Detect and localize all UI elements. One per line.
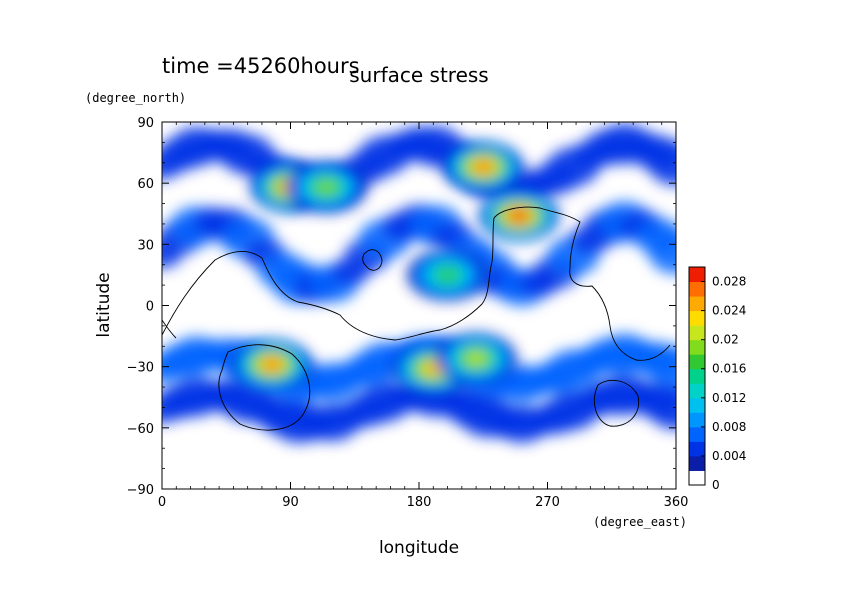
coastline-island xyxy=(594,379,640,427)
colorbar-swatch xyxy=(689,397,705,413)
hotspot-ring xyxy=(438,268,457,281)
chart-title: surface stress xyxy=(349,63,488,87)
y-tick-label: −60 xyxy=(127,422,154,437)
colorbar-tick-label: 0.016 xyxy=(712,362,746,376)
colorbar-tick-label: 0.004 xyxy=(712,449,746,463)
coastline-island-west xyxy=(162,319,177,339)
y-tick-label: −30 xyxy=(127,361,154,376)
stress-field xyxy=(162,123,676,444)
hotspot-ring xyxy=(511,210,527,221)
hotspot-ring xyxy=(264,359,280,370)
field-cell xyxy=(648,143,676,186)
colorbar-swatch xyxy=(689,412,705,428)
x-tick-label: 360 xyxy=(664,495,689,510)
colorbar-tick-label: 0.008 xyxy=(712,420,746,434)
x-tick-label: 270 xyxy=(535,495,560,510)
time-label: time =45260hours xyxy=(162,54,360,78)
colorbar-swatch xyxy=(689,296,705,312)
coastline-africa xyxy=(162,206,671,361)
colorbar-swatch xyxy=(689,325,705,341)
colorbar-swatch xyxy=(689,470,705,486)
hotspot-ring xyxy=(467,353,485,364)
hotspot-ring xyxy=(475,161,491,172)
colorbar-swatch xyxy=(689,267,705,283)
colorbar-tick-label: 0.012 xyxy=(712,391,746,405)
axes: 0 90 180 270 360 90 60 30 0 −30 −60 −90 xyxy=(127,116,689,510)
coastline-south-america xyxy=(218,344,311,431)
y-axis-label: latitude xyxy=(94,272,114,337)
hotspot-ring xyxy=(317,181,336,193)
coastlines xyxy=(162,206,671,431)
hotspot-ring xyxy=(425,363,442,374)
x-tick-label: 90 xyxy=(282,495,299,510)
colorbar-tick-label: 0 xyxy=(712,478,720,492)
colorbar-swatch xyxy=(689,339,705,355)
colorbar-swatch xyxy=(689,455,705,471)
colorbar-swatch xyxy=(689,383,705,399)
x-tick-label: 180 xyxy=(407,495,432,510)
colorbar-tick-label: 0.028 xyxy=(712,275,746,289)
coastline-lake xyxy=(362,249,383,271)
colorbar-swatch xyxy=(689,310,705,326)
x-unit-label: (degree_east) xyxy=(593,515,687,529)
y-tick-label: 60 xyxy=(137,177,154,192)
colorbar-swatch xyxy=(689,368,705,384)
y-tick-label: −90 xyxy=(127,483,154,498)
colorbar: 0.028 0.024 0.02 0.016 0.012 0.008 0.004 0 xyxy=(688,266,746,492)
y-tick-label: 90 xyxy=(137,116,154,131)
y-tick-label: 30 xyxy=(137,238,154,253)
x-tick-label: 0 xyxy=(158,495,166,510)
colorbar-swatch xyxy=(689,354,705,370)
colorbar-frame xyxy=(688,266,706,486)
field-cell xyxy=(648,231,676,274)
colorbar-swatch xyxy=(689,426,705,442)
colorbar-tick-label: 0.02 xyxy=(712,333,739,347)
colorbar-tick-label: 0.024 xyxy=(712,304,746,318)
y-unit-label: (degree_north) xyxy=(85,91,186,105)
colorbar-swatch xyxy=(689,281,705,297)
y-tick-label: 0 xyxy=(146,300,154,315)
x-axis-label: longitude xyxy=(379,538,459,558)
field-cell xyxy=(648,387,676,430)
colorbar-swatch xyxy=(689,441,705,457)
plot-frame xyxy=(161,121,677,490)
